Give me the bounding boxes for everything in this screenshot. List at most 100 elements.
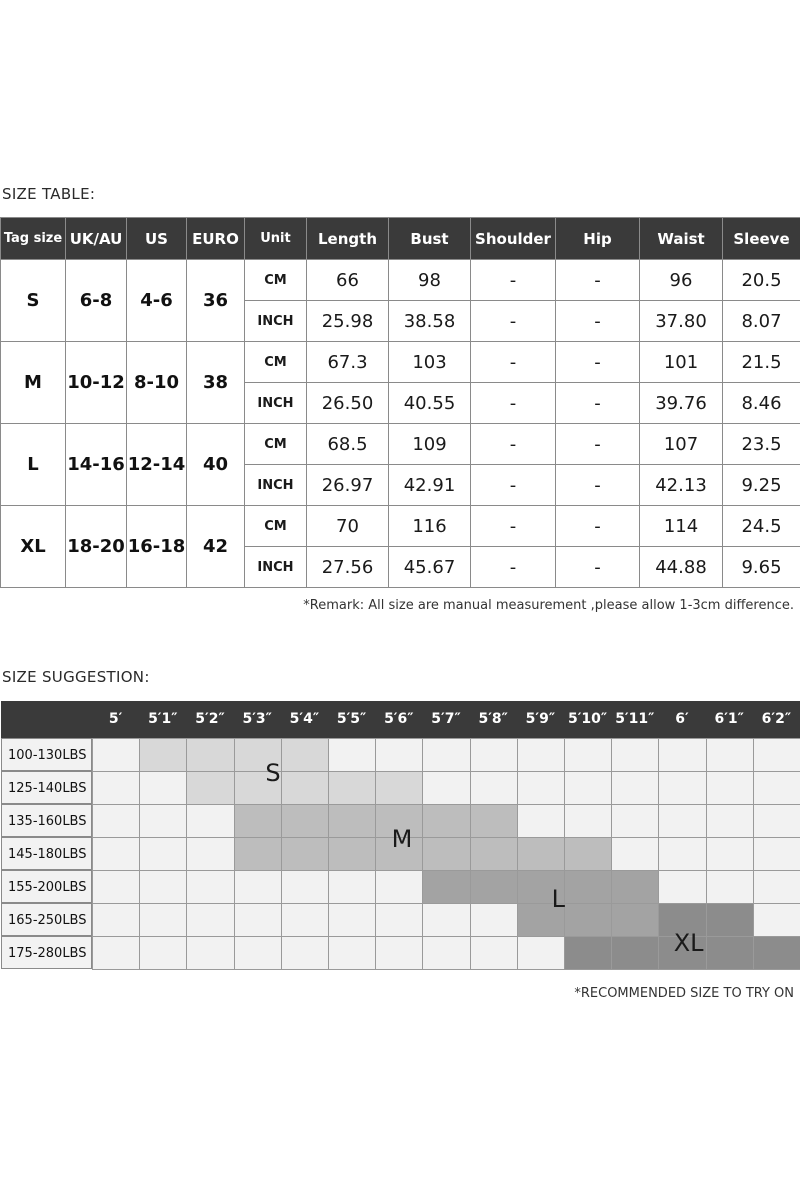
grid-cell-empty: [280, 903, 329, 937]
measure-cell: -: [555, 300, 640, 342]
grid-cell-empty: [139, 804, 188, 838]
grid-cell-size-s: [280, 738, 329, 772]
grid-cell-empty: [375, 738, 424, 772]
grid-cell-size-xl: [611, 936, 660, 970]
grid-cell-empty: [186, 837, 235, 871]
height-header: 5′9″: [525, 711, 556, 727]
weight-label: 175-280LBS: [1, 936, 92, 969]
weight-label: 145-180LBS: [1, 837, 92, 870]
size-remark: *Remark: All size are manual measurement…: [303, 598, 794, 613]
measure-cell: -: [470, 341, 556, 383]
measure-cell: 44.88: [639, 546, 723, 588]
grid-cell-empty: [752, 837, 800, 871]
grid-cell-empty: [139, 936, 188, 970]
measure-cell: 40.55: [388, 382, 471, 424]
measure-cell: 42.91: [388, 464, 471, 506]
grid-cell-size-m: [375, 804, 424, 838]
size-region-label-l: L: [551, 884, 565, 913]
size-table: Tag size UK/AU US EURO Unit Length Bust …: [0, 217, 800, 588]
height-header: 6′1″: [714, 711, 744, 727]
header-unit: Unit: [244, 217, 307, 260]
height-header: 5′11″: [615, 711, 655, 727]
measure-cell: 20.5: [722, 259, 800, 301]
grid-cell-size-l: [469, 870, 518, 904]
size-suggestion-title: SIZE SUGGESTION:: [2, 668, 150, 686]
grid-cell-empty: [233, 936, 282, 970]
grid-header-row: 5′ 5′1″ 5′2″ 5′3″ 5′4″ 5′5″ 5′6″ 5′7″ 5′8″ 5′9″ 5′…: [1, 701, 800, 738]
grid-cell-empty: [328, 738, 377, 772]
measure-cell: -: [470, 423, 556, 465]
grid-cell-empty: [658, 870, 707, 904]
recommend-note: *RECOMMENDED SIZE TO TRY ON: [574, 986, 794, 1001]
grid-cell-empty: [280, 870, 329, 904]
height-header: 5′10″: [568, 711, 608, 727]
grid-cell-size-m: [422, 804, 471, 838]
grid-cell-empty: [658, 771, 707, 805]
grid-cell-size-s: [375, 771, 424, 805]
grid-cell-empty: [139, 771, 188, 805]
header-shoulder: Shoulder: [470, 217, 556, 260]
measure-cell: -: [470, 259, 556, 301]
measure-cell: -: [470, 382, 556, 424]
grid-cell-size-s: [186, 771, 235, 805]
grid-cell-size-l: [516, 870, 565, 904]
grid-cell-size-m: [233, 837, 282, 871]
measure-cell: 25.98: [306, 300, 389, 342]
weight-label: 135-160LBS: [1, 804, 92, 837]
grid-cell-size-m: [328, 804, 377, 838]
grid-cell-empty: [658, 837, 707, 871]
grid-cell-size-s: [186, 738, 235, 772]
measure-cell: 26.50: [306, 382, 389, 424]
unit-cm-cell: CM: [244, 259, 307, 301]
grid-cell-size-xl: [705, 936, 754, 970]
grid-cell-empty: [186, 804, 235, 838]
measure-cell: -: [555, 464, 640, 506]
grid-cell-size-m: [516, 837, 565, 871]
grid-cell-empty: [92, 771, 141, 805]
header-uk-au: UK/AU: [65, 217, 127, 260]
grid-cell-empty: [658, 804, 707, 838]
measure-cell: 21.5: [722, 341, 800, 383]
grid-cell-size-m: [564, 837, 613, 871]
size-row-s-cm: S 6-8 4-6 36 CM 66 98- -96 20.5: [0, 259, 800, 342]
measure-cell: 114: [639, 505, 723, 547]
uk-au-cell: 6-8: [65, 259, 127, 342]
grid-cell-empty: [92, 837, 141, 871]
unit-cm-cell: CM: [244, 341, 307, 383]
size-suggestion-grid: 5′ 5′1″ 5′2″ 5′3″ 5′4″ 5′5″ 5′6″ 5′7″ 5′8″ 5′9″ 5′…: [1, 701, 800, 971]
grid-cell-empty: [92, 738, 141, 772]
height-header: 5′2″: [195, 711, 225, 727]
measure-cell: 8.07: [722, 300, 800, 342]
height-header: 5′: [108, 711, 123, 727]
tag-size-cell: L: [0, 423, 66, 506]
grid-cell-size-m: [328, 837, 377, 871]
measure-cell: -: [470, 546, 556, 588]
size-table-title: SIZE TABLE:: [2, 185, 96, 203]
measure-cell: 42.13: [639, 464, 723, 506]
grid-cell-size-l: [611, 870, 660, 904]
size-region-label-s: S: [265, 758, 281, 787]
grid-cell-empty: [233, 903, 282, 937]
size-row-xl-inch: INCH 27.56 45.67- -44.88 9.65: [1, 546, 800, 588]
grid-cell-size-m: [469, 804, 518, 838]
measure-cell: -: [470, 505, 556, 547]
measure-cell: 70: [306, 505, 389, 547]
grid-cell-empty: [139, 837, 188, 871]
height-header: 5′6″: [384, 711, 414, 727]
grid-cell-empty: [328, 936, 377, 970]
measure-cell: 107: [639, 423, 723, 465]
tag-size-cell: XL: [0, 505, 66, 588]
measure-cell: 45.67: [388, 546, 471, 588]
grid-cell-size-l: [422, 870, 471, 904]
grid-cell-empty: [611, 837, 660, 871]
grid-cell-size-s: [328, 771, 377, 805]
grid-cell-empty: [139, 903, 188, 937]
header-hip: Hip: [555, 217, 640, 260]
grid-cell-empty: [469, 771, 518, 805]
measure-cell: 37.80: [639, 300, 723, 342]
grid-cell-empty: [92, 870, 141, 904]
grid-cell-size-m: [280, 837, 329, 871]
measure-cell: 68.5: [306, 423, 389, 465]
grid-cell-empty: [92, 903, 141, 937]
height-header: 5′7″: [431, 711, 461, 727]
